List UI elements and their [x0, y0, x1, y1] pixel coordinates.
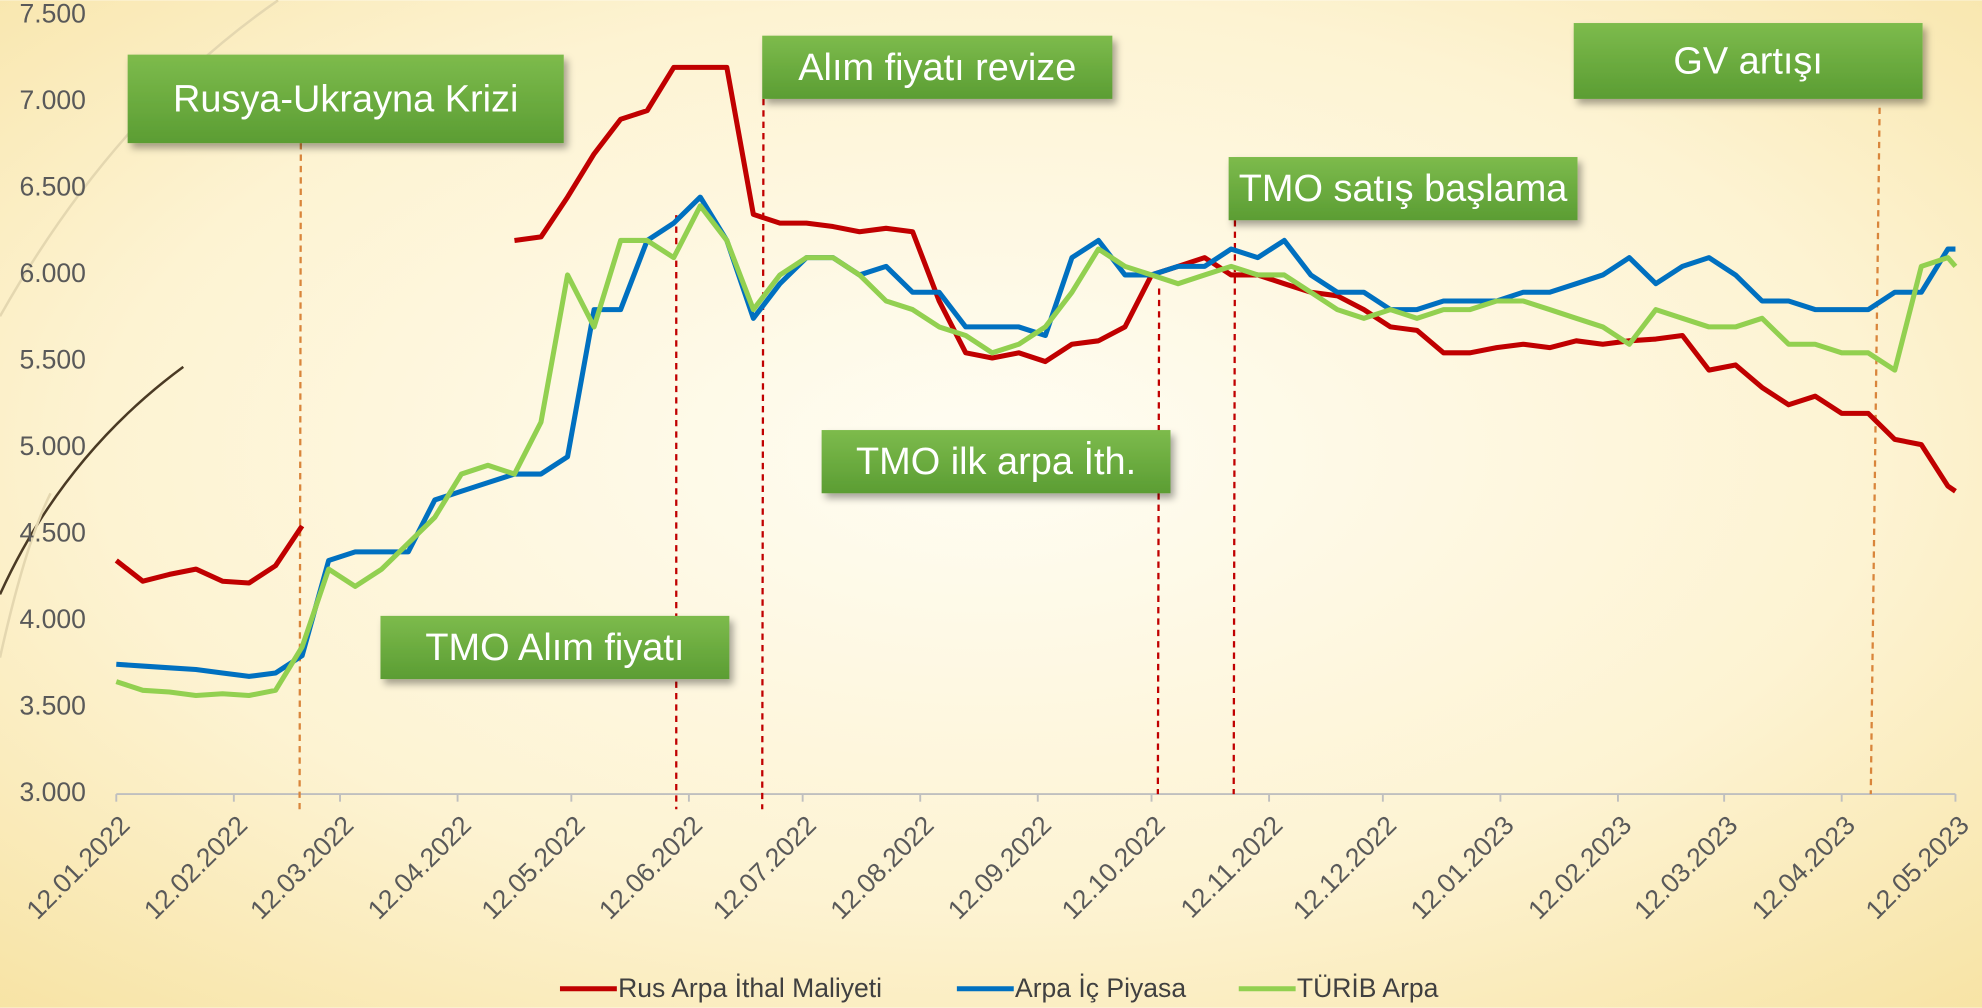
annotation-text: Rusya-Ukrayna Krizi — [173, 78, 518, 120]
annotation-guide — [1869, 107, 1881, 795]
annotation-text: GV artışı — [1673, 41, 1823, 83]
y-tick-label: 6.000 — [20, 258, 86, 288]
annotation-box — [821, 430, 1171, 494]
annotation-guide — [1156, 288, 1161, 795]
y-tick-label: 5.000 — [20, 431, 86, 461]
y-tick-label: 3.500 — [20, 691, 86, 721]
annotation-text: Alım fiyatı revize — [798, 47, 1076, 89]
y-tick-label: 6.500 — [20, 171, 86, 201]
annotation-box — [762, 35, 1113, 99]
legend-label: TÜRİB Arpa — [1297, 973, 1439, 1003]
y-tick-label: 3.000 — [20, 777, 86, 807]
annotation-guide — [1232, 220, 1237, 795]
series-line — [114, 64, 1957, 586]
y-tick-label: 4.000 — [20, 604, 86, 634]
y-tick-label: 4.500 — [20, 518, 86, 548]
annotation-text: TMO satış başlama — [1239, 168, 1569, 210]
decor-arc — [0, 365, 185, 595]
annotation-box — [1228, 157, 1578, 221]
annotation-guide — [298, 143, 302, 810]
y-tick-label: 7.500 — [20, 0, 86, 28]
decor-arc — [0, 0, 279, 317]
annotation-box — [1573, 23, 1923, 99]
annotation-box — [127, 54, 564, 144]
y-tick-label: 5.500 — [20, 345, 86, 375]
annotation-box — [380, 615, 730, 680]
legend-label: Arpa İç Piyasa — [1015, 973, 1186, 1003]
decor-arc — [0, 492, 52, 658]
annotation-text: TMO Alım fiyatı — [425, 627, 684, 669]
annotation-guide — [761, 98, 765, 810]
y-tick-label: 7.000 — [20, 85, 86, 115]
series-line — [116, 194, 1956, 679]
annotation-text: TMO ilk arpa İth. — [856, 440, 1136, 483]
series-line — [115, 203, 1958, 699]
legend-label: Rus Arpa İthal Maliyeti — [618, 973, 882, 1003]
